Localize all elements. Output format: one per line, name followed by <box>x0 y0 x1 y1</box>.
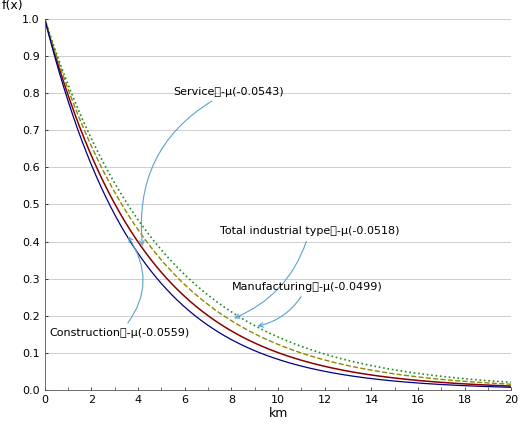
X-axis label: km: km <box>268 407 288 420</box>
Text: Total industrial type：-μ(-0.0518): Total industrial type：-μ(-0.0518) <box>220 226 399 318</box>
Text: Manufacturing：-μ(-0.0499): Manufacturing：-μ(-0.0499) <box>232 282 382 327</box>
Text: Construction：-μ(-0.0559): Construction：-μ(-0.0559) <box>49 237 190 338</box>
Text: Service：-μ(-0.0543): Service：-μ(-0.0543) <box>140 87 283 245</box>
Y-axis label: f(x): f(x) <box>2 0 23 12</box>
